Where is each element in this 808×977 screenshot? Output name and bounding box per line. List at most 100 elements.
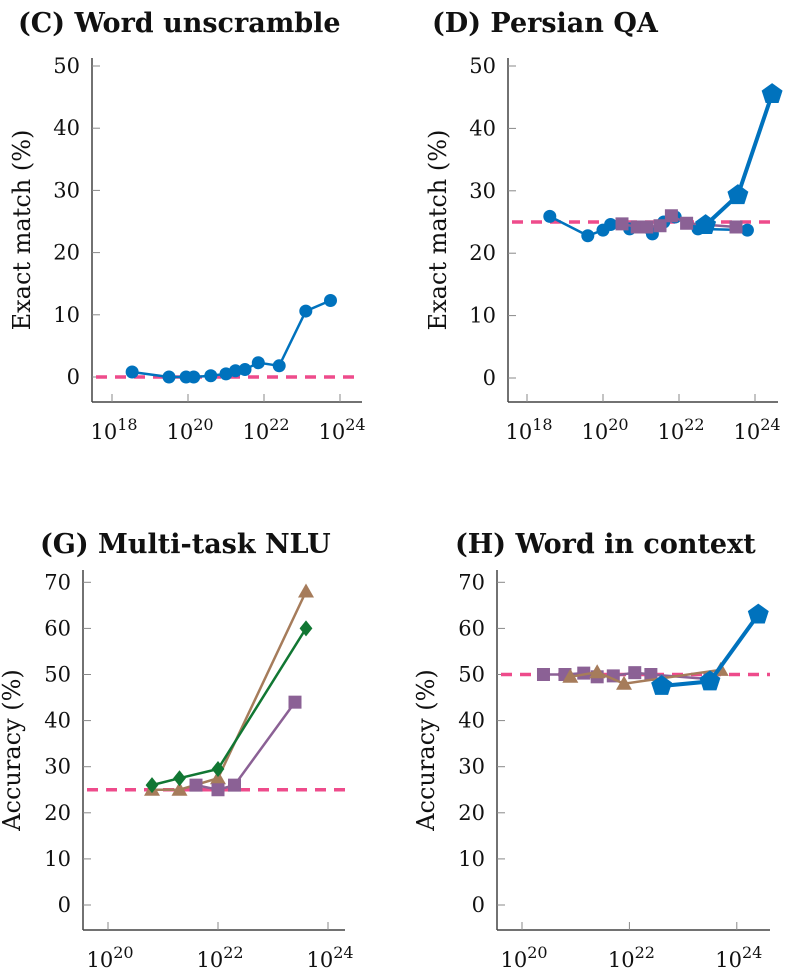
square-marker	[211, 783, 225, 797]
panel-title: (D) Persian QA	[432, 8, 659, 39]
diamond-marker	[145, 777, 159, 794]
circle-marker	[187, 370, 201, 384]
circle-marker	[204, 369, 218, 383]
circle-marker	[229, 364, 242, 378]
y-tick-label: 40	[469, 116, 496, 140]
square-marker	[664, 209, 678, 223]
triangle-marker	[171, 781, 188, 796]
series-line	[152, 590, 308, 791]
square-marker	[644, 668, 658, 681]
x-tick-label: 1024	[306, 943, 353, 972]
y-tick-label: 0	[58, 893, 71, 917]
y-tick-label: 0	[483, 366, 496, 390]
triangle-marker	[210, 770, 226, 785]
series-diamond	[145, 620, 313, 794]
y-tick-label: 60	[44, 616, 71, 640]
x-tick-label: 1018	[505, 415, 552, 444]
circle-marker	[299, 304, 313, 318]
series-square	[189, 695, 302, 797]
y-axis-label: Exact match (%)	[424, 130, 452, 331]
panel-title: (G) Multi-task NLU	[40, 529, 331, 560]
square-marker	[606, 669, 620, 683]
circle-marker	[162, 370, 176, 384]
y-tick-label: 20	[44, 801, 71, 825]
y-tick-label: 30	[458, 755, 485, 779]
square-marker	[729, 220, 743, 234]
square-marker	[628, 666, 642, 680]
series-square	[615, 209, 743, 234]
circle-marker	[238, 363, 252, 377]
x-tick-label: 1020	[86, 943, 133, 972]
triangle-marker	[589, 664, 606, 679]
y-tick-label: 70	[458, 570, 485, 594]
y-axis-label: Exact match (%)	[8, 130, 36, 331]
y-tick-label: 0	[472, 893, 485, 917]
square-marker	[189, 778, 203, 792]
square-marker	[577, 666, 591, 680]
circle-marker	[324, 293, 337, 307]
x-tick-label: 1020	[581, 415, 628, 444]
y-tick-label: 10	[469, 304, 496, 328]
pentagon-marker	[727, 184, 749, 205]
y-tick-label: 50	[44, 663, 71, 687]
series-pentagon	[695, 83, 783, 235]
panel-title: (H) Word in context	[455, 529, 756, 560]
circle-marker	[581, 229, 595, 243]
y-tick-label: 70	[44, 570, 71, 594]
pentagon-marker	[747, 603, 769, 624]
circle-marker	[740, 223, 754, 237]
series-line	[704, 93, 774, 227]
x-tick-label: 1020	[500, 943, 547, 972]
diamond-marker	[173, 770, 186, 787]
square-marker	[640, 220, 654, 234]
pentagon-marker	[695, 214, 717, 235]
series-triangle	[144, 583, 314, 796]
y-tick-label: 40	[458, 709, 485, 733]
square-marker	[288, 695, 302, 709]
diamond-marker	[211, 761, 225, 778]
series-pentagon	[651, 603, 769, 695]
series-circle	[125, 293, 337, 384]
y-tick-label: 30	[44, 755, 71, 779]
series-line	[570, 668, 721, 686]
y-tick-label: 40	[53, 116, 80, 140]
y-tick-label: 0	[67, 365, 80, 389]
y-tick-label: 10	[53, 303, 80, 327]
square-marker	[653, 219, 667, 233]
y-tick-label: 30	[469, 179, 496, 203]
y-tick-label: 20	[458, 801, 485, 825]
triangle-marker	[616, 675, 633, 690]
triangle-marker	[562, 668, 579, 683]
pentagon-marker	[699, 670, 721, 691]
x-tick-label: 1018	[90, 415, 137, 444]
pentagon-marker	[761, 83, 783, 103]
y-tick-label: 40	[44, 709, 71, 733]
circle-marker	[251, 356, 265, 370]
y-axis-label: Accuracy (%)	[412, 669, 440, 832]
square-marker	[536, 668, 550, 681]
y-tick-label: 20	[469, 241, 496, 265]
y-tick-label: 50	[458, 663, 485, 687]
circle-marker	[272, 359, 286, 373]
y-tick-label: 20	[53, 241, 80, 265]
x-tick-label: 1022	[608, 943, 655, 972]
y-tick-label: 10	[458, 847, 485, 871]
y-axis-label: Accuracy (%)	[0, 669, 26, 832]
y-tick-label: 50	[469, 54, 496, 78]
x-tick-label: 1024	[318, 415, 365, 444]
series-line	[195, 701, 297, 792]
circle-marker	[543, 209, 557, 223]
x-tick-label: 1022	[196, 943, 243, 972]
x-tick-label: 1024	[715, 943, 762, 972]
triangle-marker	[298, 583, 314, 598]
x-tick-label: 1024	[733, 415, 780, 444]
panel-title: (C) Word unscramble	[18, 8, 341, 39]
y-tick-label: 50	[53, 54, 80, 78]
y-tick-label: 10	[44, 847, 71, 871]
diamond-marker	[299, 620, 313, 637]
